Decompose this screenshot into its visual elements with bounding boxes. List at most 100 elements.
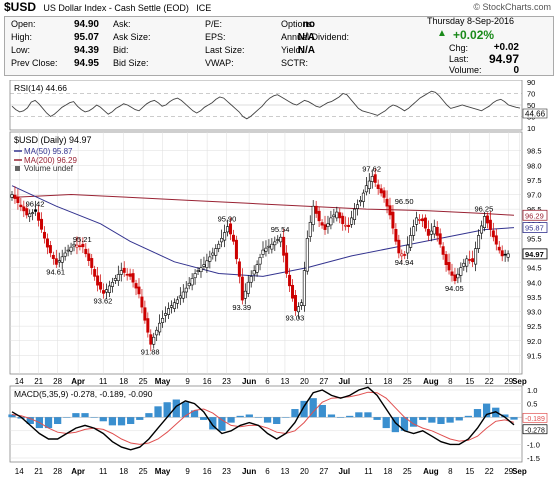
candle-body: [311, 205, 315, 225]
x-axis-label: 11: [99, 467, 108, 476]
candle-body: [196, 270, 200, 272]
yield-value: N/A: [297, 45, 315, 56]
candle-body: [140, 296, 144, 308]
candle-body: [10, 194, 14, 198]
price-tick-label: 93.0: [527, 308, 542, 317]
x-axis-label: Aug: [423, 377, 439, 386]
candle-body: [296, 306, 300, 313]
exchange: ICE: [196, 3, 212, 13]
macd-hist-bar: [382, 417, 390, 429]
x-axis-label: Apr: [71, 467, 85, 476]
x-axis-label: 18: [383, 467, 392, 476]
rsi-value-box: [522, 108, 548, 119]
macd-hist-bar: [245, 414, 253, 418]
price-tick-label: 92.0: [527, 337, 542, 346]
candle-body: [161, 318, 165, 323]
macd-histogram: [8, 398, 518, 433]
macd-hist-bar: [446, 417, 454, 423]
x-axis-label: 21: [34, 377, 43, 386]
macd-hist-bar: [419, 417, 427, 420]
candle-body: [252, 270, 256, 275]
x-axis-label: 9: [185, 467, 190, 476]
macd-panel: [9, 385, 523, 463]
x-axis-label: 16: [203, 467, 212, 476]
macd-tick-label: 0.5: [527, 400, 537, 409]
quote-date: Thursday 8-Sep-2016: [427, 16, 515, 26]
candle-body: [122, 267, 126, 273]
macd-hist-bar: [455, 417, 463, 421]
sctr-label: SCTR:: [281, 58, 308, 68]
candle-body: [202, 264, 206, 267]
candle-body: [355, 204, 359, 209]
macd-hist-bar: [127, 417, 135, 424]
x-axis-label: 29: [504, 377, 513, 386]
chart-title: $USD US Dollar Index - Cash Settle (EOD)…: [4, 0, 211, 14]
open-value: 94.90: [73, 19, 99, 30]
macd-line: [11, 386, 515, 451]
x-axis-label: 11: [364, 467, 373, 476]
rsi-value-label: 44.66: [525, 110, 546, 119]
candle-body: [134, 283, 138, 289]
macd-hist-bar: [364, 412, 372, 418]
open-label: Open:: [11, 19, 36, 29]
candle-body: [125, 273, 129, 276]
prev-close-value: 94.95: [73, 58, 99, 69]
candle-body: [264, 247, 268, 252]
price-annotation: 95.90: [218, 215, 237, 224]
candle-body: [308, 221, 312, 237]
macd-hist-bar: [473, 409, 482, 418]
x-axis-label: 29: [504, 467, 513, 476]
candle-body: [409, 235, 413, 248]
x-axis-label: 25: [139, 377, 148, 386]
candle-body: [273, 241, 277, 246]
rsi-title: RSI(14) 44.66: [14, 83, 67, 93]
x-axis-label: 25: [139, 467, 148, 476]
macd-hist-bar: [172, 399, 180, 418]
macd-hist-bar: [263, 417, 272, 423]
candle-body: [40, 218, 44, 230]
candle-body: [305, 238, 309, 272]
candle-body: [131, 273, 135, 283]
price-tick-label: 98.0: [527, 161, 542, 170]
candle-body: [503, 253, 507, 256]
candle-body: [302, 270, 306, 306]
macd-tick-label: -1.5: [527, 454, 540, 463]
candle-body: [397, 239, 401, 254]
candle-body: [382, 190, 386, 198]
candle-body: [288, 274, 292, 287]
legend-ma200: MA(200) 96.29: [24, 156, 77, 165]
candle-body: [143, 307, 147, 321]
price-annotation: 93.03: [285, 314, 304, 323]
price-annotation: 93.62: [94, 296, 113, 305]
candle-body: [320, 222, 324, 226]
candle-body: [474, 248, 478, 265]
macd-hist-bar: [136, 417, 144, 420]
x-axis-label: 11: [99, 377, 108, 386]
macd-tick-label: 1.0: [527, 386, 537, 395]
ma200-price-tag-box: [522, 209, 548, 221]
candle-body: [25, 208, 29, 216]
candle-body: [217, 243, 221, 249]
candle-body: [317, 210, 321, 222]
candle-body: [314, 205, 318, 214]
candle-body: [137, 286, 141, 295]
last-price-tag: 94.97: [525, 250, 544, 259]
candle-body: [282, 236, 286, 256]
bid-label: Bid:: [113, 45, 129, 55]
x-axis-label: 18: [119, 377, 128, 386]
price-annotation: 96.50: [395, 197, 414, 206]
candle-body: [370, 176, 374, 182]
macd-hist-bar: [209, 417, 217, 430]
candle-body: [205, 260, 209, 268]
candle-body: [332, 214, 336, 218]
macd-hist-bar: [44, 417, 53, 429]
price-tick-label: 97.5: [527, 176, 542, 185]
candle-body: [418, 219, 422, 221]
candle-body: [57, 260, 61, 263]
last-value: 94.97: [488, 52, 519, 66]
price-annotation: 94.05: [445, 284, 464, 293]
price-tick-label: 97.0: [527, 191, 542, 200]
candle-body: [214, 248, 218, 256]
chg-value: +0.02: [493, 42, 519, 53]
candle-body: [78, 245, 82, 247]
